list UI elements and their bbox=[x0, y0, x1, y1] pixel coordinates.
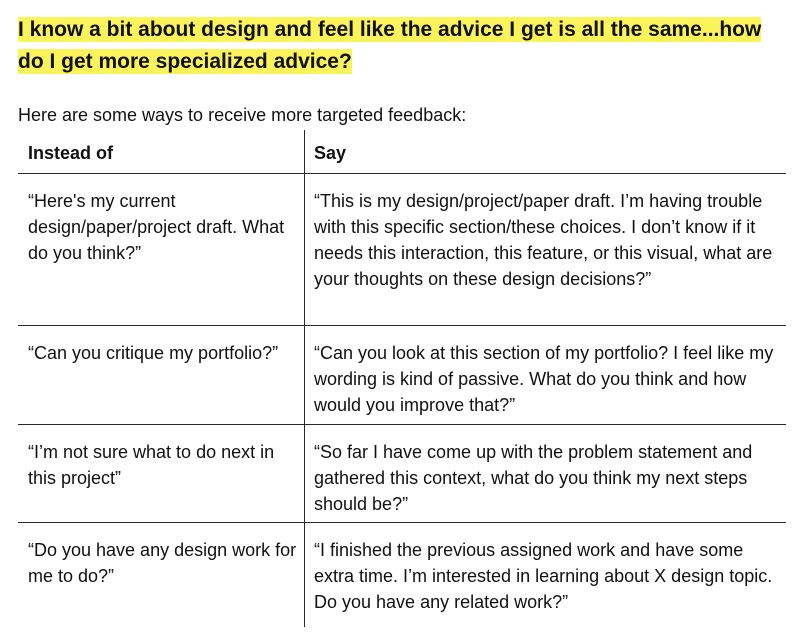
table-row: “Here's my current design/paper/project … bbox=[18, 174, 786, 326]
instead-of-cell: “I’m not sure what to do next in this pr… bbox=[18, 425, 305, 529]
instead-of-cell: “Can you critique my portfolio?” bbox=[18, 326, 305, 430]
say-cell: “I finished the previous assigned work a… bbox=[314, 540, 773, 612]
table-header-row: Instead of Say bbox=[18, 130, 786, 174]
intro-text: Here are some ways to receive more targe… bbox=[18, 105, 467, 125]
header-say: Say bbox=[314, 143, 347, 163]
table-row: “Can you critique my portfolio?” “Can yo… bbox=[18, 326, 786, 430]
page-heading: I know a bit about design and feel like … bbox=[18, 14, 788, 78]
table-row: “Do you have any design work for me to d… bbox=[18, 523, 786, 627]
say-cell: “This is my design/project/paper draft. … bbox=[314, 191, 773, 289]
instead-of-cell: “Here's my current design/paper/project … bbox=[18, 174, 305, 325]
say-cell: “Can you look at this section of my port… bbox=[314, 343, 774, 415]
instead-of-cell: “Do you have any design work for me to d… bbox=[18, 523, 305, 627]
table-row: “I’m not sure what to do next in this pr… bbox=[18, 425, 786, 529]
heading-highlight: I know a bit about design and feel like … bbox=[18, 17, 762, 74]
say-cell: “So far I have come up with the problem … bbox=[314, 442, 753, 514]
advice-table: Instead of Say “Here's my current design… bbox=[18, 130, 786, 627]
header-instead-of: Instead of bbox=[18, 130, 305, 173]
